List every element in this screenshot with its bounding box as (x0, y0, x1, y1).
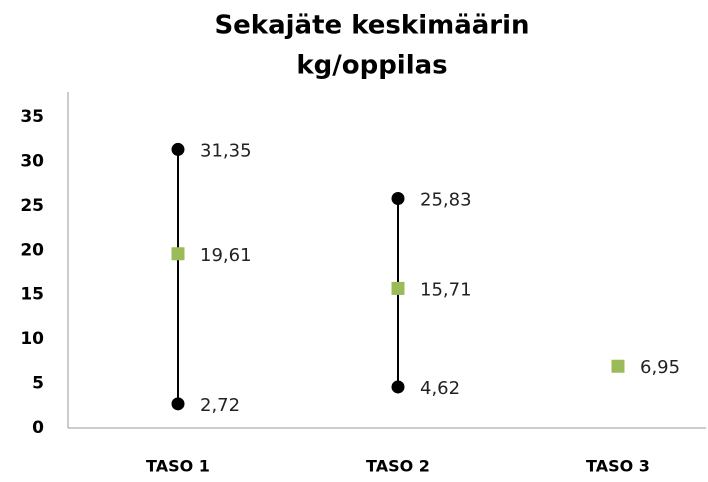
range-marker (391, 380, 405, 394)
y-tick-label: 15 (20, 285, 44, 305)
y-tick-label: 10 (20, 329, 44, 349)
mean-marker (391, 281, 405, 295)
y-tick-label: 0 (32, 418, 44, 438)
y-tick-label: 25 (20, 196, 44, 216)
y-tick-label: 5 (32, 374, 44, 394)
mean-marker (611, 359, 625, 373)
y-tick-label: 35 (20, 107, 44, 127)
value-label: 15,71 (420, 279, 472, 300)
chart-title: Sekajäte keskimäärin (214, 11, 529, 41)
value-label: 19,61 (200, 245, 252, 266)
x-tick-label: TASO 1 (146, 457, 210, 476)
y-tick-label: 20 (20, 240, 44, 260)
value-label: 2,72 (200, 395, 240, 416)
mean-marker (171, 247, 185, 261)
range-marker (171, 142, 185, 156)
x-tick-label: TASO 2 (366, 457, 430, 476)
y-tick-label: 30 (20, 151, 44, 171)
value-label: 4,62 (420, 378, 460, 399)
value-label: 31,35 (200, 140, 252, 161)
x-tick-label: TASO 3 (586, 457, 650, 476)
range-marker (391, 191, 405, 205)
value-label: 6,95 (640, 357, 680, 378)
range-marker (171, 397, 185, 411)
value-label: 25,83 (420, 189, 472, 210)
chart-title: kg/oppilas (296, 51, 447, 81)
